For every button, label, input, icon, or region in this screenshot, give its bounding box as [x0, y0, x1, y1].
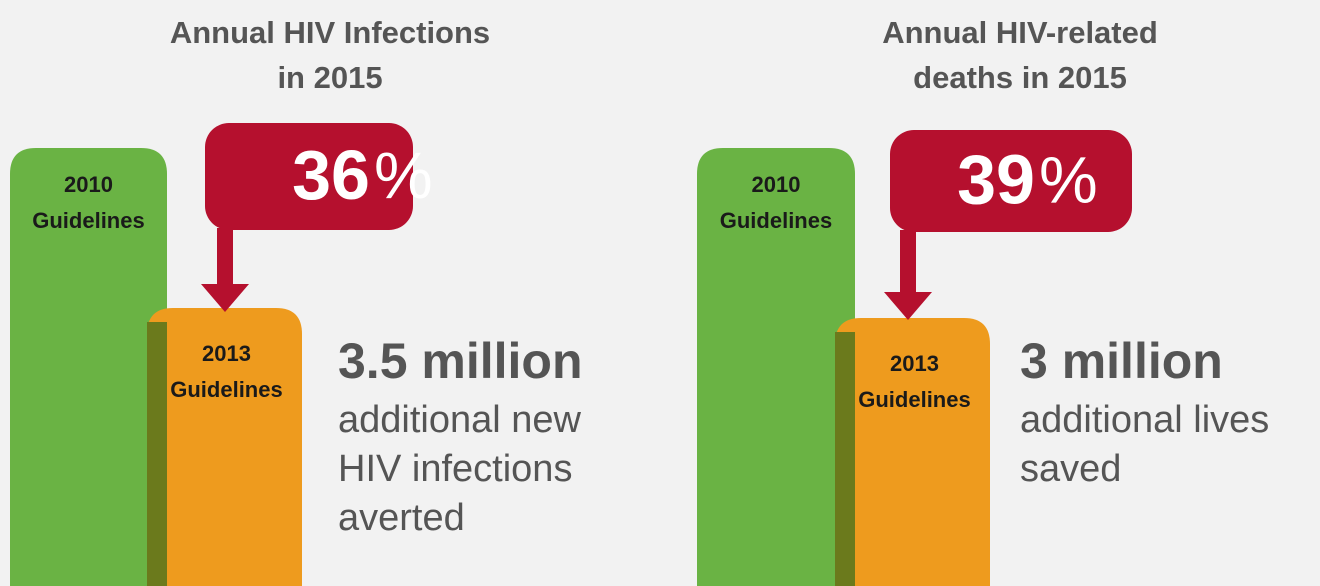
description: HIV infections [338, 448, 572, 490]
bar-label: 2013 [890, 351, 939, 376]
callout [205, 123, 413, 230]
percent-sign: % [374, 138, 433, 212]
percent: 36 [292, 136, 370, 214]
bar-2010 [697, 148, 855, 586]
headline: 3 million [1020, 333, 1223, 389]
description: additional lives [1020, 399, 1269, 441]
panel-title: in 2015 [277, 60, 382, 95]
callout [890, 130, 1132, 232]
bar-label: Guidelines [32, 208, 144, 233]
bar-label: 2010 [64, 172, 113, 197]
percent: 39 [957, 140, 1035, 218]
description: averted [338, 497, 465, 539]
bar-overlap [835, 332, 855, 586]
headline: 3.5 million [338, 333, 583, 389]
bar-label: 2013 [202, 341, 251, 366]
bar-label: Guidelines [170, 377, 282, 402]
description: additional new [338, 399, 582, 441]
description: saved [1020, 448, 1121, 490]
bar-label: 2010 [752, 172, 801, 197]
bar-overlap [147, 322, 167, 586]
bar-2013 [147, 308, 302, 586]
callout-arrow [201, 228, 249, 312]
bar-label: Guidelines [720, 208, 832, 233]
panel-title: Annual HIV-related [882, 15, 1158, 50]
bar-2010 [10, 148, 167, 586]
bar-2013 [835, 318, 990, 586]
panel-title: deaths in 2015 [913, 60, 1127, 95]
callout-arrow [884, 230, 932, 320]
percent-sign: % [1039, 142, 1098, 216]
panel-title: Annual HIV Infections [170, 15, 490, 50]
bar-label: Guidelines [858, 387, 970, 412]
